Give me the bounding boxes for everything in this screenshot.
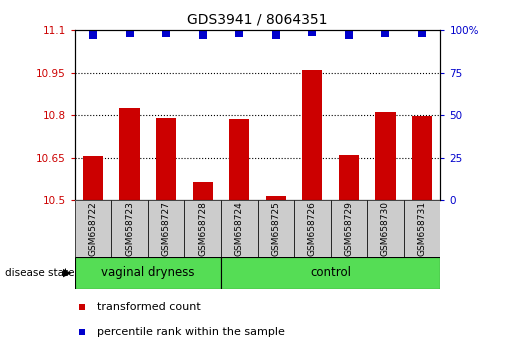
Point bbox=[235, 31, 243, 36]
Bar bbox=[375, 112, 396, 200]
Bar bbox=[302, 70, 322, 200]
Text: ▶: ▶ bbox=[63, 268, 71, 278]
Text: GSM658729: GSM658729 bbox=[345, 201, 353, 256]
Text: GSM658730: GSM658730 bbox=[381, 201, 390, 256]
Text: control: control bbox=[310, 266, 351, 279]
Text: GSM658725: GSM658725 bbox=[271, 201, 280, 256]
Text: GSM658727: GSM658727 bbox=[162, 201, 170, 256]
Point bbox=[125, 31, 133, 36]
Point bbox=[162, 31, 170, 36]
Bar bbox=[111, 200, 148, 257]
Bar bbox=[367, 200, 404, 257]
Text: percentile rank within the sample: percentile rank within the sample bbox=[97, 326, 284, 337]
Bar bbox=[266, 196, 286, 200]
Bar bbox=[75, 257, 221, 289]
Text: disease state: disease state bbox=[5, 268, 75, 278]
Text: GSM658726: GSM658726 bbox=[308, 201, 317, 256]
Bar bbox=[119, 108, 140, 200]
Bar bbox=[193, 182, 213, 200]
Point bbox=[198, 32, 207, 38]
Text: GSM658722: GSM658722 bbox=[89, 201, 97, 256]
Bar bbox=[331, 200, 367, 257]
Title: GDS3941 / 8064351: GDS3941 / 8064351 bbox=[187, 12, 328, 26]
Point bbox=[308, 29, 316, 35]
Text: GSM658731: GSM658731 bbox=[418, 201, 426, 256]
Bar bbox=[258, 200, 294, 257]
Bar bbox=[184, 200, 221, 257]
Text: vaginal dryness: vaginal dryness bbox=[101, 266, 195, 279]
Text: transformed count: transformed count bbox=[97, 302, 200, 313]
Bar bbox=[75, 200, 111, 257]
Bar bbox=[339, 155, 359, 200]
Point bbox=[271, 32, 280, 38]
Bar bbox=[221, 257, 440, 289]
Point bbox=[78, 329, 86, 335]
Point bbox=[418, 31, 426, 36]
Bar bbox=[404, 200, 440, 257]
Bar bbox=[221, 200, 258, 257]
Point bbox=[78, 304, 86, 310]
Bar bbox=[412, 116, 432, 200]
Text: GSM658728: GSM658728 bbox=[198, 201, 207, 256]
Point bbox=[89, 32, 97, 38]
Bar bbox=[156, 118, 176, 200]
Bar bbox=[83, 156, 103, 200]
Bar bbox=[294, 200, 331, 257]
Text: GSM658723: GSM658723 bbox=[125, 201, 134, 256]
Point bbox=[381, 31, 389, 36]
Text: GSM658724: GSM658724 bbox=[235, 201, 244, 256]
Point bbox=[345, 32, 353, 38]
Bar bbox=[148, 200, 184, 257]
Bar bbox=[229, 119, 249, 200]
